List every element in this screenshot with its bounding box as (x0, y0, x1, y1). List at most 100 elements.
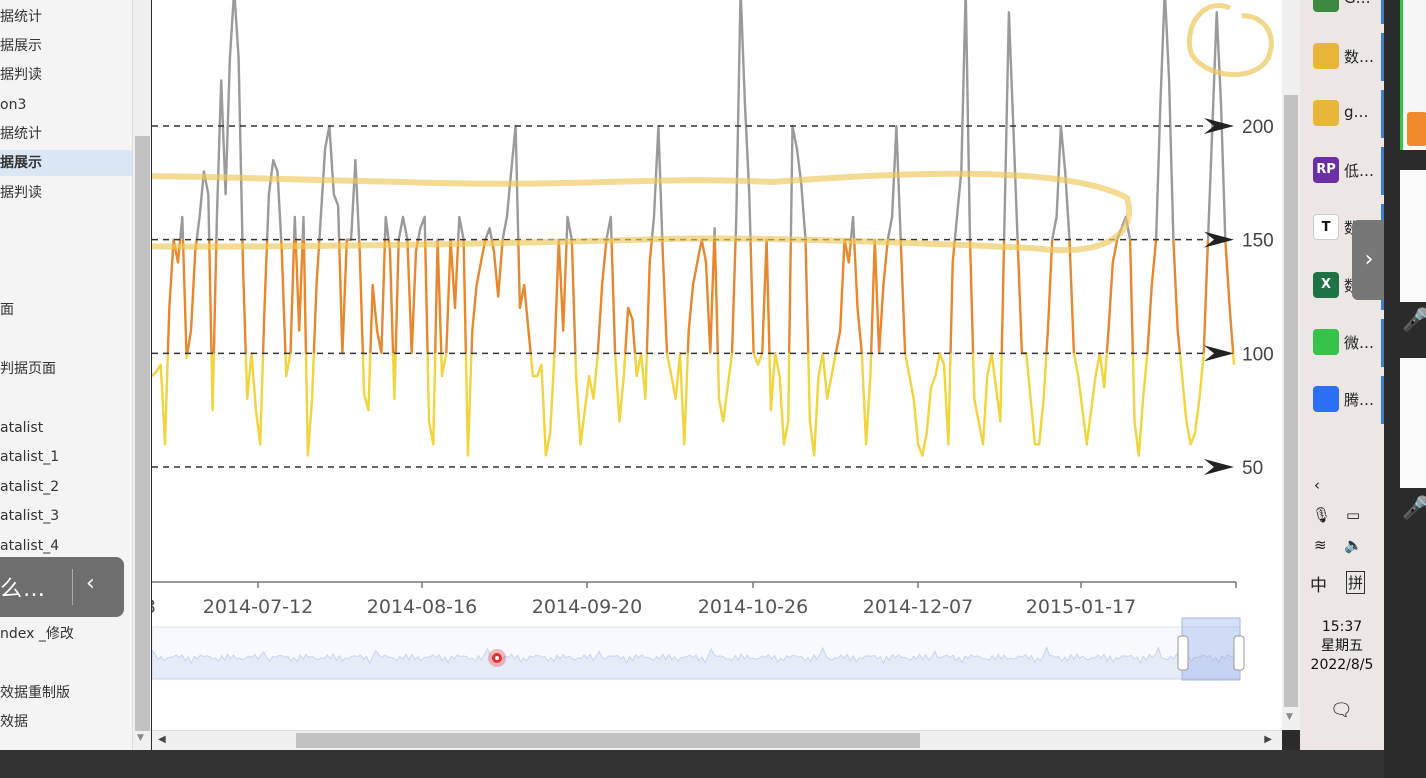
taskbar-app[interactable]: g… (1300, 86, 1384, 142)
chart-area: 200 150 100 50 3 2014-07-12 2014-08-16 2014-09-… (152, 0, 1282, 730)
taskbar-app-label: 微… (1344, 334, 1375, 352)
datazoom-window (1181, 617, 1241, 681)
vertical-scrollbar[interactable]: ▼ (1282, 0, 1300, 730)
scroll-down-arrow-icon[interactable]: ▼ (1286, 712, 1293, 722)
sidebar-item[interactable]: 据判读 (0, 67, 42, 83)
video-panel (1400, 170, 1426, 302)
highlight-scribble-annotation (1186, 3, 1274, 77)
sidebar-item[interactable]: atalist_3 (0, 508, 60, 524)
sidebar-item[interactable]: 据统计 (0, 126, 42, 142)
horizontal-scrollbar[interactable]: ◀ ▶ (152, 730, 1282, 750)
horizontal-scroll-thumb[interactable] (296, 733, 920, 748)
sidebar-item[interactable]: 据判读 (0, 185, 42, 201)
threshold-arrow-icon (1204, 231, 1234, 248)
vertical-scroll-thumb[interactable] (1284, 95, 1298, 707)
datazoom-handle-left (1177, 635, 1189, 671)
taskbar-app[interactable]: 微… (1300, 315, 1384, 371)
taskbar-app[interactable]: G… (1300, 0, 1384, 28)
microphone-icon[interactable]: 🎙 (1312, 506, 1332, 524)
line-chart: 200 150 100 50 3 2014-07-12 2014-08-16 2014-09-… (152, 0, 1274, 681)
floating-panel[interactable]: 么… ‹ (0, 557, 124, 617)
taskbar: G…数…g…RP低…T数…X数…微…腾…‹🎙▭≋🔈中拼15:37星期五2022/… (1300, 0, 1384, 750)
threshold-arrow-icon (1204, 118, 1234, 134)
taskbar-app-label: G… (1344, 0, 1371, 7)
chrome-icon (1313, 0, 1339, 12)
taskbar-app-label: 腾… (1344, 391, 1375, 409)
threshold-label: 200 (1242, 117, 1274, 138)
x-tick-label: 2014-09-20 (532, 596, 642, 618)
battery-icon[interactable]: ▭ (1346, 506, 1361, 524)
threshold-label: 100 (1242, 344, 1274, 365)
threshold-arrow-icon (1204, 345, 1234, 362)
wechat-icon (1313, 329, 1339, 355)
sidebar-item[interactable]: 效据重制版 (0, 685, 70, 701)
clock-date: 2022/8/5 (1310, 657, 1374, 673)
sidebar-item[interactable]: 据展示 (0, 38, 42, 54)
x-tick-label: 2014-07-12 (203, 596, 313, 618)
sidebar-item[interactable]: atalist (0, 420, 44, 436)
taskbar-app-label: 数… (1344, 48, 1375, 66)
excel-icon: X (1313, 272, 1339, 298)
sidebar-scroll-thumb[interactable] (135, 136, 150, 731)
sidebar-item[interactable]: 据展示 (0, 150, 132, 176)
threshold-label: 150 (1242, 231, 1274, 252)
typora-icon: T (1313, 214, 1339, 240)
x-tick-label: 2014-12-07 (863, 596, 973, 618)
microphone-icon[interactable]: 🎤 (1402, 496, 1426, 521)
scroll-right-arrow-icon[interactable]: ▶ (1264, 734, 1272, 745)
chevron-left-icon[interactable]: ‹ (1314, 476, 1320, 494)
series-line-segment (172, 0, 1227, 240)
sidebar-scrollbar[interactable]: ▼ (132, 0, 151, 750)
x-tick-label: 2014-08-16 (367, 596, 477, 618)
x-tick-label: 2015-01-17 (1026, 596, 1136, 618)
notification-icon[interactable]: 🗨 (1330, 700, 1353, 721)
sidebar-item[interactable]: 判据页面 (0, 361, 56, 377)
active-indicator (1381, 319, 1384, 367)
video-panel (1400, 358, 1426, 488)
sidebar-item[interactable]: 效据 (0, 714, 28, 730)
taskbar-app[interactable]: 腾… (1300, 372, 1384, 428)
active-indicator (1381, 0, 1384, 24)
cursor-center (495, 656, 499, 660)
sidebar-item[interactable]: ndex _修改 (0, 626, 74, 642)
series-line-segment (166, 239, 1235, 354)
taskbar-app[interactable]: 数… (1300, 29, 1384, 85)
ime-pinyin[interactable]: 拼 (1346, 571, 1366, 594)
chevron-left-icon[interactable]: ‹ (86, 571, 95, 596)
expand-arrow-icon[interactable]: › (1352, 220, 1386, 300)
clock[interactable]: 15:37 星期五 2022/8/5 (1300, 618, 1384, 675)
sidebar-item[interactable]: on3 (0, 97, 27, 113)
floating-panel-divider (72, 569, 73, 605)
threshold-arrow-icon (1204, 459, 1234, 475)
taskbar-app[interactable]: RP 低… (1300, 143, 1384, 199)
x-tick-label: 2014-10-26 (698, 596, 808, 618)
axure-icon: RP (1313, 157, 1339, 183)
sidebar-item[interactable]: 面 (0, 302, 14, 318)
folder-icon (1313, 100, 1339, 126)
sidebar-item[interactable]: atalist_2 (0, 479, 60, 495)
active-indicator (1381, 33, 1384, 81)
sidebar-item[interactable]: atalist_4 (0, 538, 60, 554)
x-tick-label: 3 (152, 596, 156, 618)
ime-mode[interactable]: 中 (1310, 576, 1327, 596)
active-indicator (1381, 147, 1384, 195)
microphone-icon[interactable]: 🎤 (1402, 308, 1426, 333)
user-avatar-icon (1407, 112, 1426, 146)
active-indicator (1381, 90, 1384, 138)
wifi-icon[interactable]: ≋ (1314, 536, 1327, 554)
clock-time: 15:37 (1321, 619, 1363, 635)
sidebar-item[interactable]: 据统计 (0, 9, 42, 25)
floating-panel-text: 么… (0, 577, 47, 602)
datazoom-handle-right (1233, 635, 1245, 671)
scroll-down-arrow-icon[interactable]: ▼ (137, 733, 144, 743)
datazoom-preview-area (152, 645, 1241, 680)
meeting-panel (1400, 0, 1426, 150)
volume-icon[interactable]: 🔈 (1344, 536, 1363, 554)
clock-weekday: 星期五 (1321, 638, 1363, 654)
sidebar-item[interactable]: atalist_1 (0, 449, 60, 465)
right-strip: 🎤 🎤 (1384, 0, 1426, 778)
tencent-meeting-icon (1313, 386, 1339, 412)
scroll-left-arrow-icon[interactable]: ◀ (158, 734, 166, 745)
bottom-bar (0, 750, 1426, 778)
